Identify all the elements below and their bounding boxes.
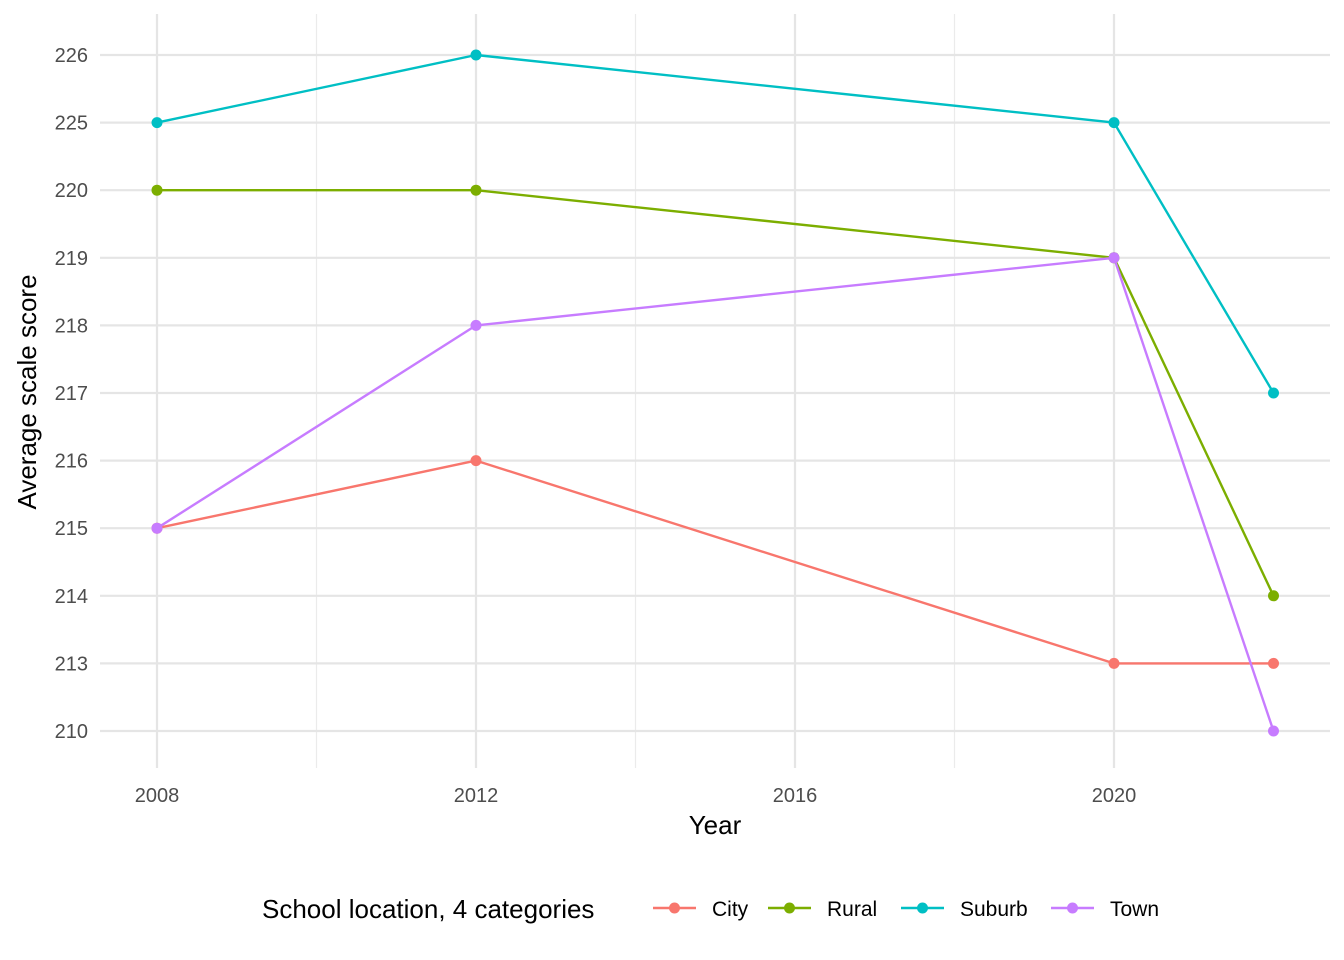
y-tick-label: 215 (55, 518, 88, 540)
x-tick-label: 2016 (773, 785, 818, 807)
y-tick-label: 225 (55, 113, 88, 135)
data-point-city (1108, 657, 1120, 669)
x-axis-tick-labels: 2008 2012 2016 2020 (135, 785, 1137, 807)
data-point-rural (151, 184, 163, 196)
data-point-rural (1268, 590, 1279, 602)
data-point-suburb (1108, 117, 1120, 129)
data-point-city (1268, 657, 1279, 669)
series-lines (156, 53, 1275, 732)
legend-label: Town (1110, 898, 1159, 921)
y-tick-label: 218 (55, 315, 88, 337)
y-tick-label: 220 (55, 180, 88, 202)
legend-key-point (669, 902, 680, 914)
series-points (151, 49, 1279, 737)
major-gridlines (100, 14, 1330, 768)
legend-item-rural: Rural (768, 898, 877, 921)
data-point-rural (470, 184, 482, 196)
series-line-rural (157, 188, 1275, 597)
y-tick-label: 213 (55, 653, 88, 675)
legend-key-point (784, 902, 795, 914)
legend-title: School location, 4 categories (262, 894, 594, 924)
y-axis-tick-labels: 210 213 214 215 216 217 218 219 220 225 226 (55, 45, 88, 743)
legend-item-city: City (653, 898, 749, 921)
data-point-town (470, 319, 482, 331)
y-tick-label: 216 (55, 451, 88, 473)
y-tick-label: 219 (55, 248, 88, 270)
data-point-city (470, 455, 482, 467)
legend-item-suburb: Suburb (901, 898, 1028, 921)
legend-key-point (1067, 902, 1078, 914)
y-tick-label: 210 (55, 721, 88, 743)
data-point-town (1268, 725, 1279, 737)
legend-label: Rural (827, 898, 877, 921)
legend-item-town: Town (1051, 898, 1159, 921)
x-axis-title: Year (689, 810, 742, 840)
y-axis-title: Average scale score (12, 274, 42, 509)
legend-key-point (917, 902, 928, 914)
legend: School location, 4 categories City Rural S… (262, 894, 1159, 924)
legend-label: Suburb (960, 898, 1028, 921)
y-tick-label: 217 (55, 383, 88, 405)
data-point-suburb (470, 49, 482, 61)
data-point-suburb (1268, 387, 1279, 399)
series-line-suburb (156, 53, 1275, 394)
data-point-town (1108, 252, 1120, 264)
x-tick-label: 2008 (135, 785, 180, 807)
legend-label: City (712, 898, 749, 921)
y-tick-label: 226 (55, 45, 88, 67)
data-point-town (151, 522, 163, 534)
y-tick-label: 214 (55, 586, 88, 608)
x-tick-label: 2020 (1092, 785, 1137, 807)
series-line-city (156, 459, 1274, 665)
x-tick-label: 2012 (454, 785, 499, 807)
series-line-town (156, 256, 1275, 732)
minor-gridlines (315, 14, 956, 768)
legend-items: City Rural Suburb Town (653, 898, 1159, 921)
data-point-suburb (151, 117, 163, 129)
